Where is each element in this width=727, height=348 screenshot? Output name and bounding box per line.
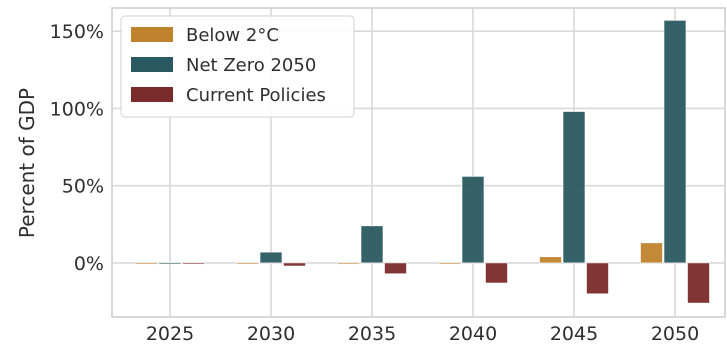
y-tick-label: 150% [50,21,104,43]
legend-swatch [131,57,173,72]
legend-label: Net Zero 2050 [186,55,316,76]
legend-swatch [131,87,173,102]
x-tick-label: 2050 [651,323,699,345]
legend-label: Below 2°C [186,25,279,46]
bar [360,225,384,264]
bar [259,251,283,264]
bar [182,262,205,265]
y-tick-labels: 0% 50% 100% 150% [50,21,104,275]
bar [485,262,508,284]
x-tick-labels: 2025 2030 2035 2040 2045 2050 [146,323,699,345]
x-tick-label: 2040 [449,323,497,345]
bar [438,262,461,265]
x-tick-label: 2025 [146,323,194,345]
legend-label: Current Policies [186,85,326,106]
x-tick-label: 2035 [348,323,396,345]
x-tick-label: 2045 [550,323,598,345]
bar [663,20,687,264]
bar [586,262,609,295]
y-axis-label: Percent of GDP [15,88,39,238]
bar [640,242,663,264]
y-tick-label: 0% [74,253,104,275]
legend-swatch [131,27,173,42]
bar [236,262,259,265]
bar [158,262,182,265]
bar [135,262,158,265]
bar [384,262,407,275]
bar [562,111,586,264]
plot-frame [111,7,726,318]
bar [687,262,710,304]
bar [539,256,562,264]
y-tick-label: 50% [62,176,104,198]
bar [337,262,360,265]
bar [461,176,485,264]
x-tick-label: 2030 [247,323,295,345]
y-tick-label: 100% [50,98,104,120]
bar [283,262,306,267]
legend-items: Below 2°C Net Zero 2050 Current Policies [131,25,326,106]
legend: Below 2°C Net Zero 2050 Current Policies [120,15,355,118]
bars-layer [135,20,710,304]
legend-box [120,15,355,118]
